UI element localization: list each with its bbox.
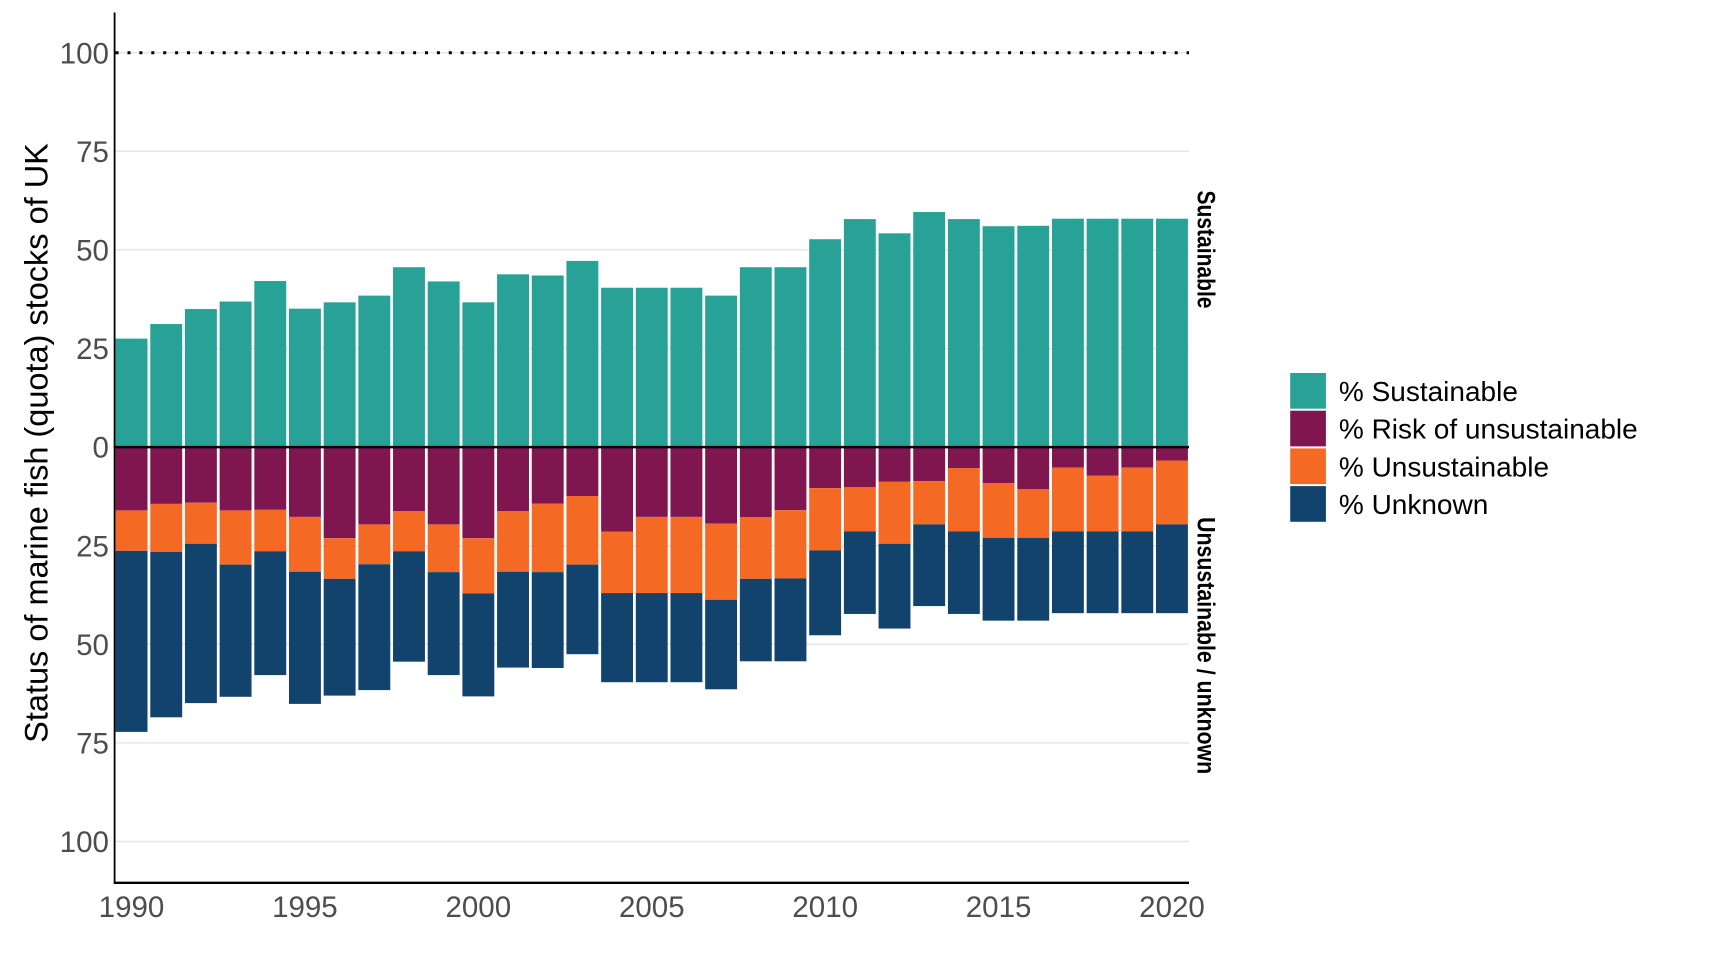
svg-text:50: 50	[76, 629, 109, 662]
svg-text:2000: 2000	[445, 891, 511, 924]
svg-text:100: 100	[60, 37, 109, 70]
svg-text:50: 50	[76, 235, 109, 268]
svg-text:% Unsustainable: % Unsustainable	[1339, 451, 1549, 482]
svg-text:2020: 2020	[1139, 891, 1205, 924]
svg-text:Sustainable: Sustainable	[1192, 191, 1220, 309]
svg-text:% Sustainable: % Sustainable	[1339, 376, 1518, 407]
svg-text:Status of marine fish (quota): Status of marine fish (quota) stocks of …	[19, 143, 55, 743]
svg-text:2010: 2010	[792, 891, 858, 924]
svg-text:0: 0	[92, 432, 108, 465]
svg-text:25: 25	[76, 333, 109, 366]
svg-text:75: 75	[76, 136, 109, 169]
svg-text:2005: 2005	[619, 891, 685, 924]
svg-text:1990: 1990	[99, 891, 165, 924]
svg-text:1995: 1995	[272, 891, 338, 924]
svg-text:25: 25	[76, 530, 109, 563]
svg-text:75: 75	[76, 728, 109, 761]
svg-text:% Unknown: % Unknown	[1339, 489, 1488, 520]
svg-text:2015: 2015	[966, 891, 1032, 924]
svg-text:% Risk of unsustainable: % Risk of unsustainable	[1339, 414, 1638, 445]
svg-text:100: 100	[60, 826, 109, 859]
svg-text:Unsustainable / unknown: Unsustainable / unknown	[1192, 517, 1220, 774]
